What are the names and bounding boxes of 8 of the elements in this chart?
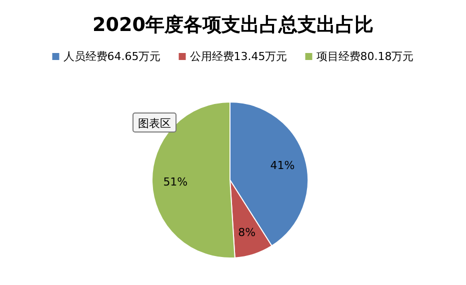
legend-label: 人员经费64.65万元 [63,50,161,63]
chart-title: 2020年度各项支出占总支出占比 [92,14,374,36]
data-label: 41% [270,158,295,172]
legend-label: 项目经费80.18万元 [316,50,414,63]
legend-label: 公用经费13.45万元 [190,50,288,63]
data-label: 51% [163,176,188,189]
data-label: 8% [238,226,256,239]
text: 图表区 [138,117,171,130]
